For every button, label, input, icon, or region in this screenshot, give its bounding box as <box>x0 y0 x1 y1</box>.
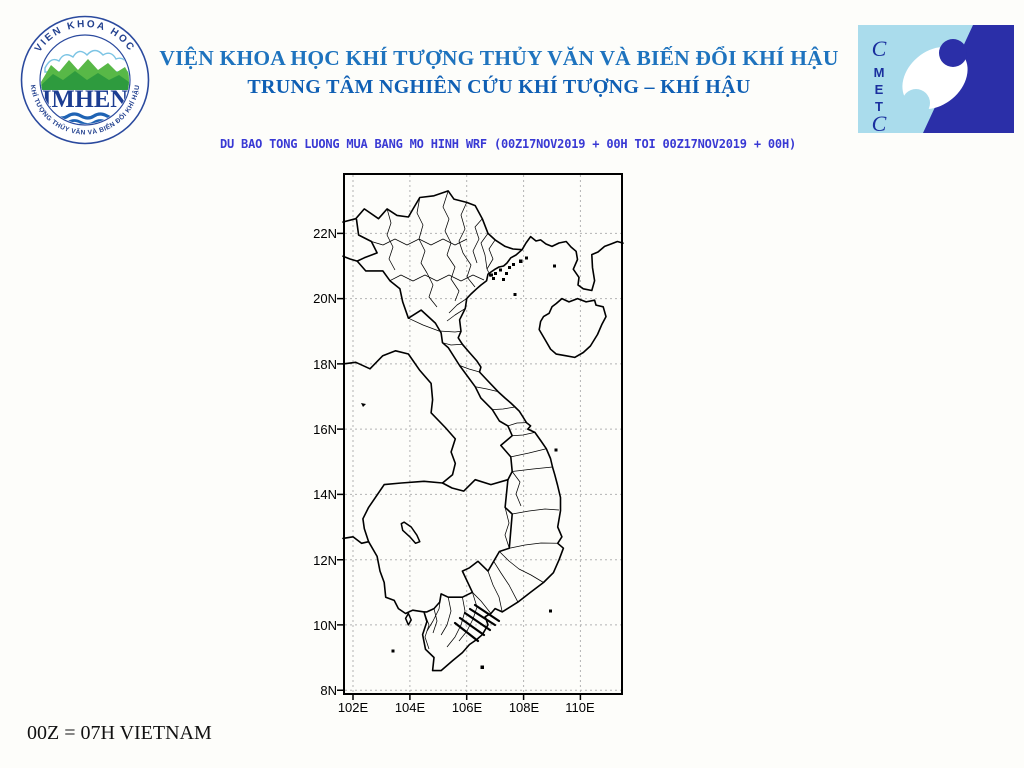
cmetc-swoosh-bite-dark <box>939 39 967 67</box>
vietnam-cambodia-border <box>423 478 513 613</box>
lon-label-102e: 102E <box>337 700 369 715</box>
map-gridlines <box>345 175 621 693</box>
tonle-sap-lake <box>400 521 421 545</box>
cmetc-letters: C M E T C <box>872 36 887 133</box>
imhen-logo: IMHEN VIEN KHOA HOC KHÍ TƯỢNG THỦY VĂN V… <box>20 15 150 145</box>
lon-label-106e: 106E <box>451 700 483 715</box>
cmetc-diagonal <box>923 25 1014 133</box>
institute-title: VIỆN KHOA HỌC KHÍ TƯỢNG THỦY VĂN VÀ BIẾN… <box>159 46 839 70</box>
map-small-islands <box>361 256 558 669</box>
map-lakes-islands <box>400 521 421 626</box>
lat-label-22n: 22N <box>313 226 337 241</box>
forecast-product-title: DU BAO TONG LUONG MUA BANG MO HINH WRF (… <box>219 137 797 151</box>
laos-cambodia-border <box>441 478 509 492</box>
vietnam-laos-border <box>355 218 513 481</box>
lat-label-16n: 16N <box>313 422 337 437</box>
cmetc-letter-e: E <box>875 82 884 97</box>
cmetc-letter-m: M <box>874 65 885 80</box>
map-province-boundaries <box>371 190 560 650</box>
lat-label-10n: 10N <box>313 618 337 633</box>
imhen-mountains-front <box>41 71 129 90</box>
thailand-laos-cambodia-border <box>342 350 457 543</box>
vietnam-map-plot <box>337 173 624 700</box>
laos-west-border <box>342 255 358 262</box>
lat-label-8n: 8N <box>320 683 337 698</box>
lon-label-104e: 104E <box>394 700 426 715</box>
cmetc-swoosh-bite-light <box>902 89 930 117</box>
lat-label-20n: 20N <box>313 291 337 306</box>
imhen-emblem: IMHEN <box>41 49 129 124</box>
cmetc-letter-c2: C <box>872 111 887 133</box>
lon-label-108e: 108E <box>508 700 540 715</box>
hainan-island <box>538 297 607 359</box>
lat-label-12n: 12N <box>313 553 337 568</box>
lat-label-18n: 18N <box>313 357 337 372</box>
vietnam-coastline <box>342 248 565 672</box>
imhen-acronym-text: IMHEN <box>42 86 128 113</box>
lon-label-110e: 110E <box>565 700 595 715</box>
mekong-delta-channels <box>453 603 501 643</box>
header-titles: VIỆN KHOA HỌC KHÍ TƯỢNG THỦY VĂN VÀ BIẾN… <box>0 46 998 99</box>
center-title: TRUNG TÂM NGHIÊN CỨU KHÍ TƯỢNG – KHÍ HẬU <box>247 76 751 98</box>
map-axis-ticks <box>337 232 582 700</box>
china-border-and-coast <box>342 190 624 292</box>
map-country-borders <box>342 190 624 672</box>
phu-quoc-island <box>404 612 412 626</box>
cmetc-logo: C M E T C <box>858 25 1014 133</box>
cmetc-letter-t: T <box>875 99 883 114</box>
timezone-note: 00Z = 07H VIETNAM <box>27 722 212 744</box>
map-frame <box>343 173 623 695</box>
lat-label-14n: 14N <box>313 487 337 502</box>
cmetc-letter-c1: C <box>872 36 887 61</box>
